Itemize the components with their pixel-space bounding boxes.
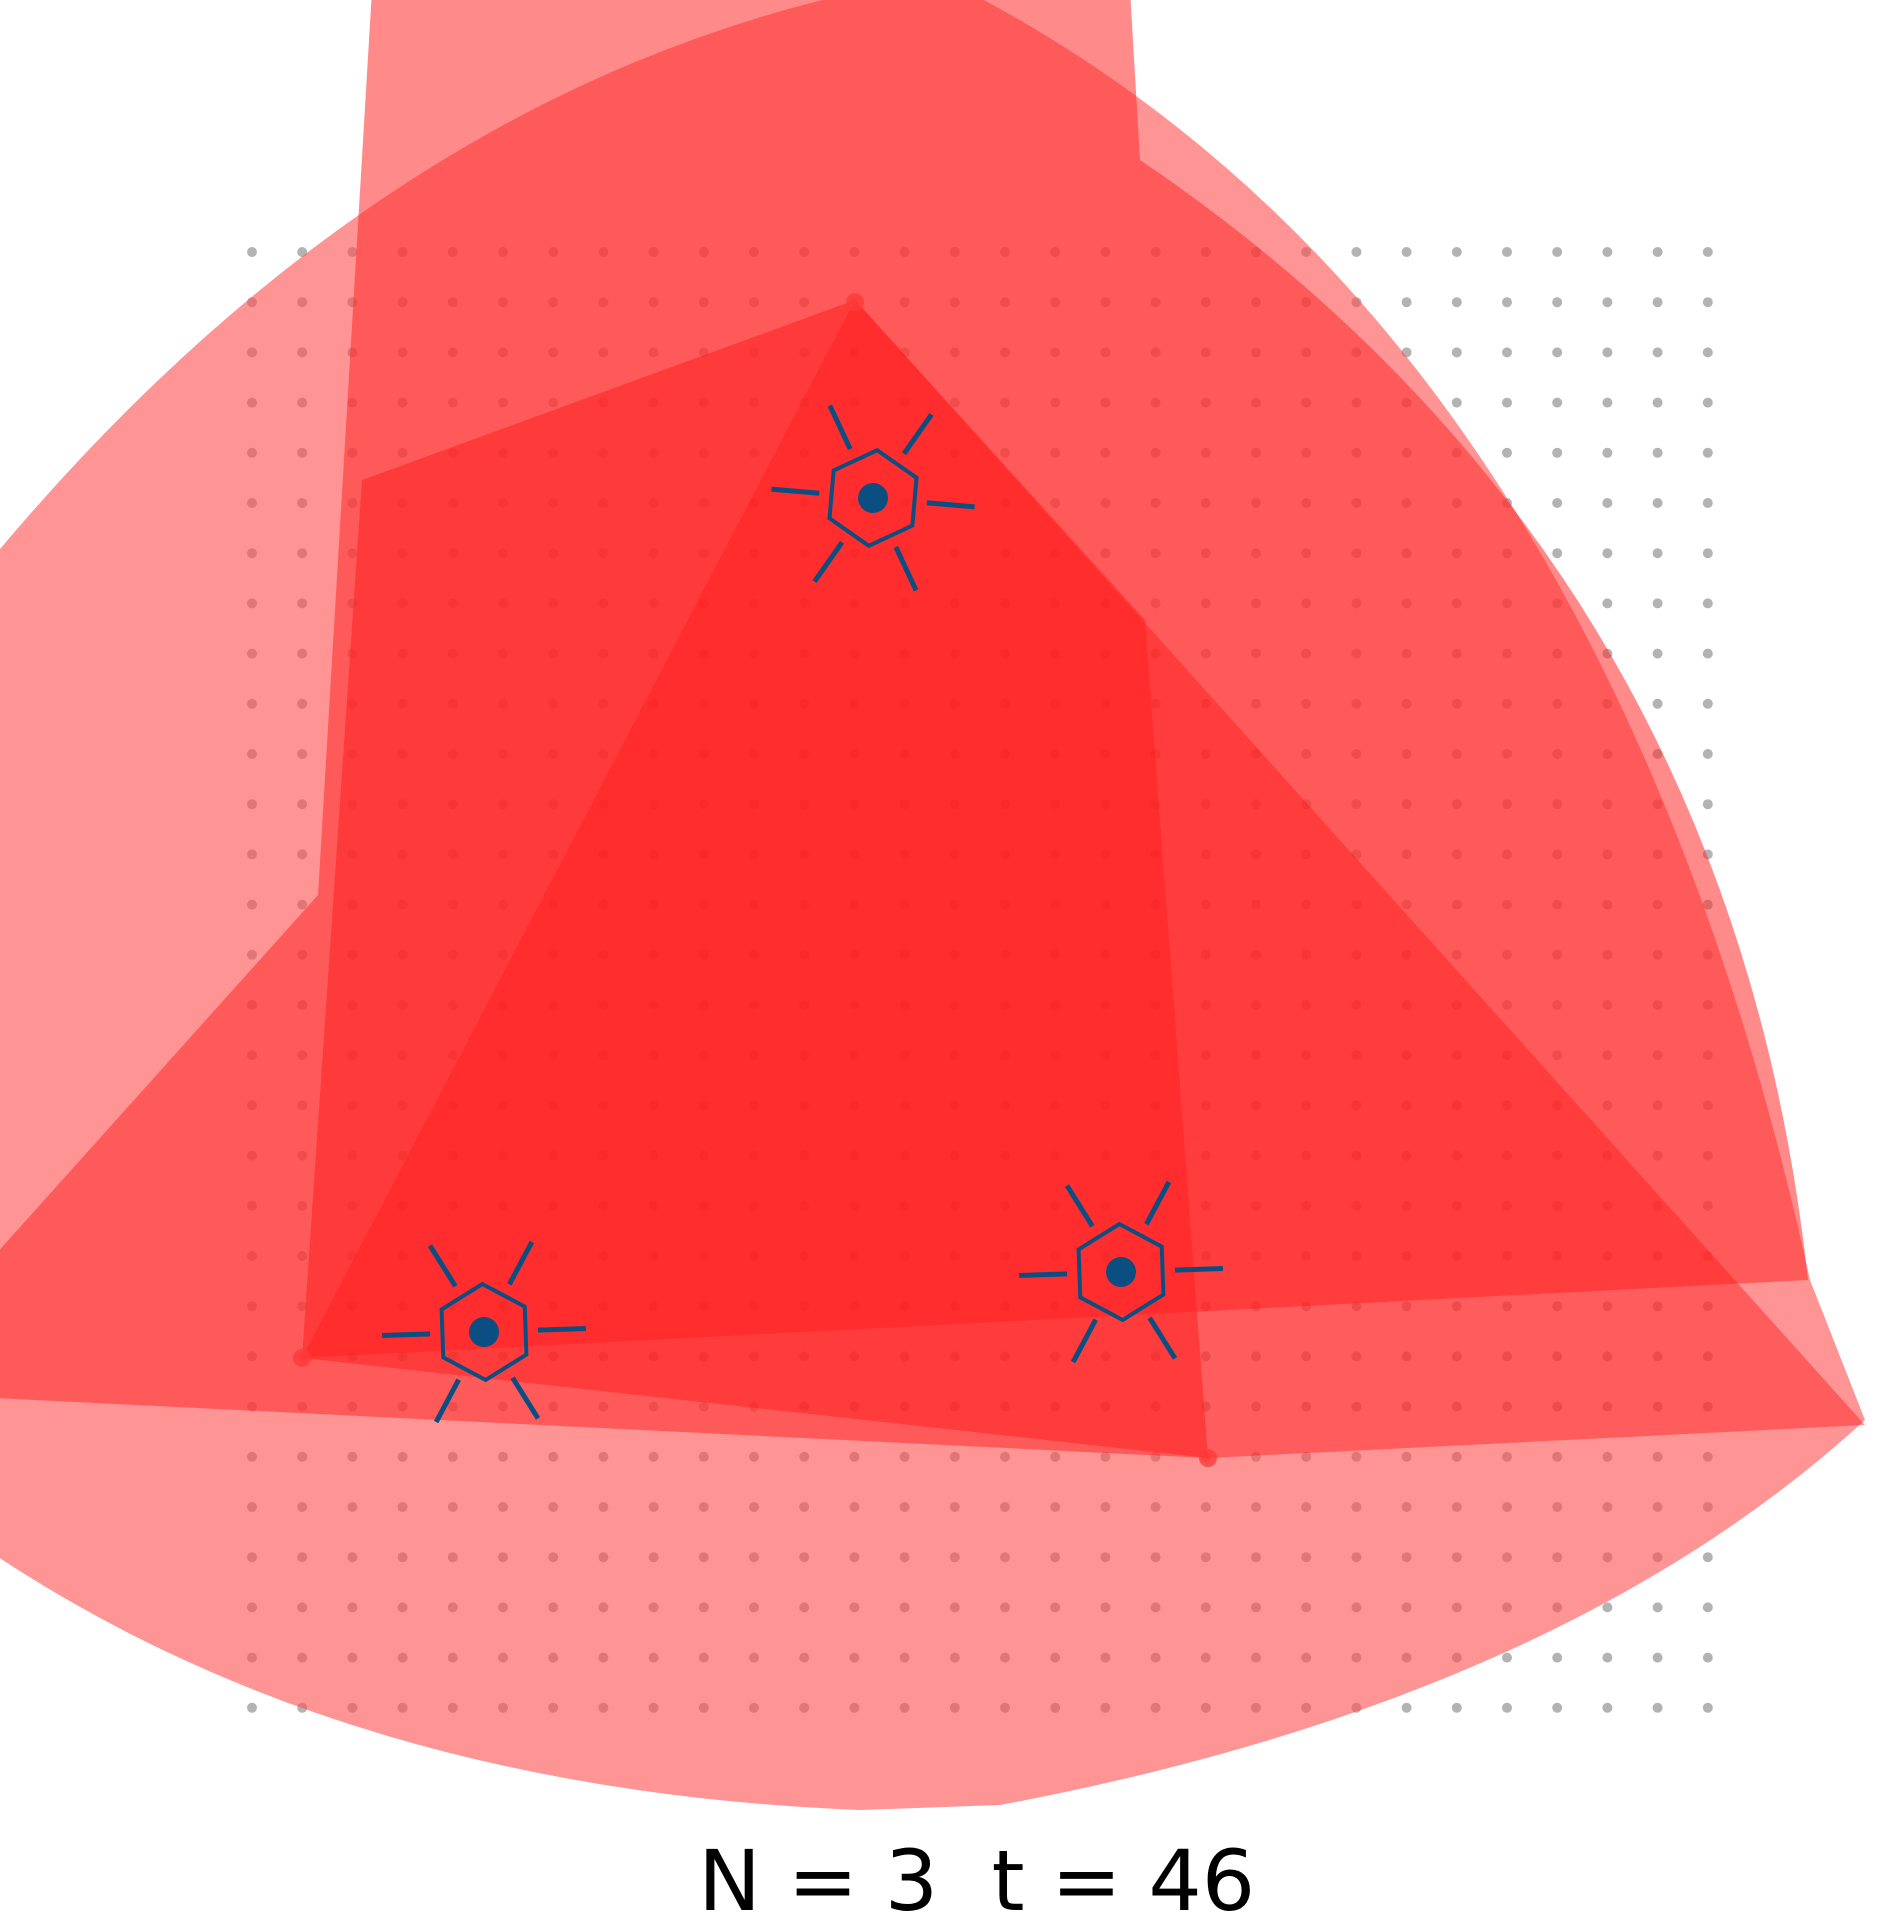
grid-dot [1602,397,1613,408]
grid-dot [1552,498,1563,508]
grid-dot [1652,698,1663,709]
grid-dot [1652,247,1663,257]
grid-dot [1702,648,1713,659]
grid-dot [1502,347,1512,358]
grid-dot [1602,1702,1613,1713]
agents [381,404,1224,1424]
grid-dot [1552,347,1563,358]
grid-dot [1702,1602,1713,1613]
grid-dot [1702,498,1713,508]
grid-dot [1451,397,1462,408]
grid-dot [1552,247,1563,257]
grid-dot [1401,1702,1412,1713]
region-vertices [293,293,1217,1467]
hexagon-sensor-icon [771,404,975,592]
grid-dot [1552,1702,1563,1713]
grid-dot [1702,698,1713,709]
grid-dot [1702,247,1713,257]
grid-dot [1451,247,1462,257]
grid-dot [1502,1702,1512,1713]
grid-dot [1652,347,1663,358]
grid-dot [1652,548,1663,559]
status-caption: N = 3 t = 46 [0,1755,1900,1923]
vertex-marker [1199,1449,1217,1467]
agent-left [381,1240,587,1424]
grid-dot [247,1702,257,1713]
grid-dot [1502,297,1512,308]
grid-dot [1602,247,1613,257]
grid-dot [1702,447,1713,458]
vertex-marker [846,293,864,311]
agent-top [771,404,975,592]
grid-dot [1552,297,1563,308]
grid-dot [1702,799,1713,810]
grid-dot [1702,1702,1713,1713]
grid-dot [1702,598,1713,609]
grid-dot [1702,548,1713,559]
grid-dot [1451,347,1462,358]
hexagon-sensor-icon [381,1240,587,1424]
grid-dot [1451,1702,1462,1713]
grid-dot [1652,297,1663,308]
grid-dot [1602,447,1613,458]
grid-dot [1552,1652,1563,1663]
grid-dot [297,247,308,257]
grid-dot [1502,1652,1512,1663]
grid-dot [1401,247,1412,257]
grid-dot [1702,1552,1713,1563]
grid-dot [1552,548,1563,559]
grid-dot [1652,397,1663,408]
grid-dot [1702,397,1713,408]
grid-dot [1602,548,1613,559]
time-step-label: t = 46 [991,1832,1256,1930]
grid-dot [1702,749,1713,759]
grid-dot [1602,347,1613,358]
grid-dot [1602,598,1613,609]
grid-dot [1702,347,1713,358]
grid-dot [1602,498,1613,508]
grid-dot [1451,297,1462,308]
grid-dot [1502,397,1512,408]
hexagon-sensor-icon [1018,1180,1224,1364]
grid-dot [1552,447,1563,458]
grid-dot [1702,1652,1713,1663]
core-coverage-region [302,300,1208,1458]
grid-dot [1652,498,1663,508]
grid-dot [1602,297,1613,308]
grid-dot [1652,1702,1663,1713]
grid-dot [247,247,257,257]
grid-dot [1502,447,1512,458]
grid-dot [1702,297,1713,308]
grid-dot [1351,247,1362,257]
vertex-marker [293,1349,311,1367]
grid-dot [1652,598,1663,609]
grid-dot [1652,648,1663,659]
grid-dot [1652,1652,1663,1663]
grid-dot [1602,1602,1613,1613]
grid-dot [1552,397,1563,408]
grid-dot [1602,1652,1613,1663]
grid-dot [1401,297,1412,308]
grid-dot [1502,247,1512,257]
agent-right [1018,1180,1224,1364]
grid-dot [1652,447,1663,458]
agent-count-label: N = 3 [698,1832,939,1930]
grid-dot [1652,1602,1663,1613]
